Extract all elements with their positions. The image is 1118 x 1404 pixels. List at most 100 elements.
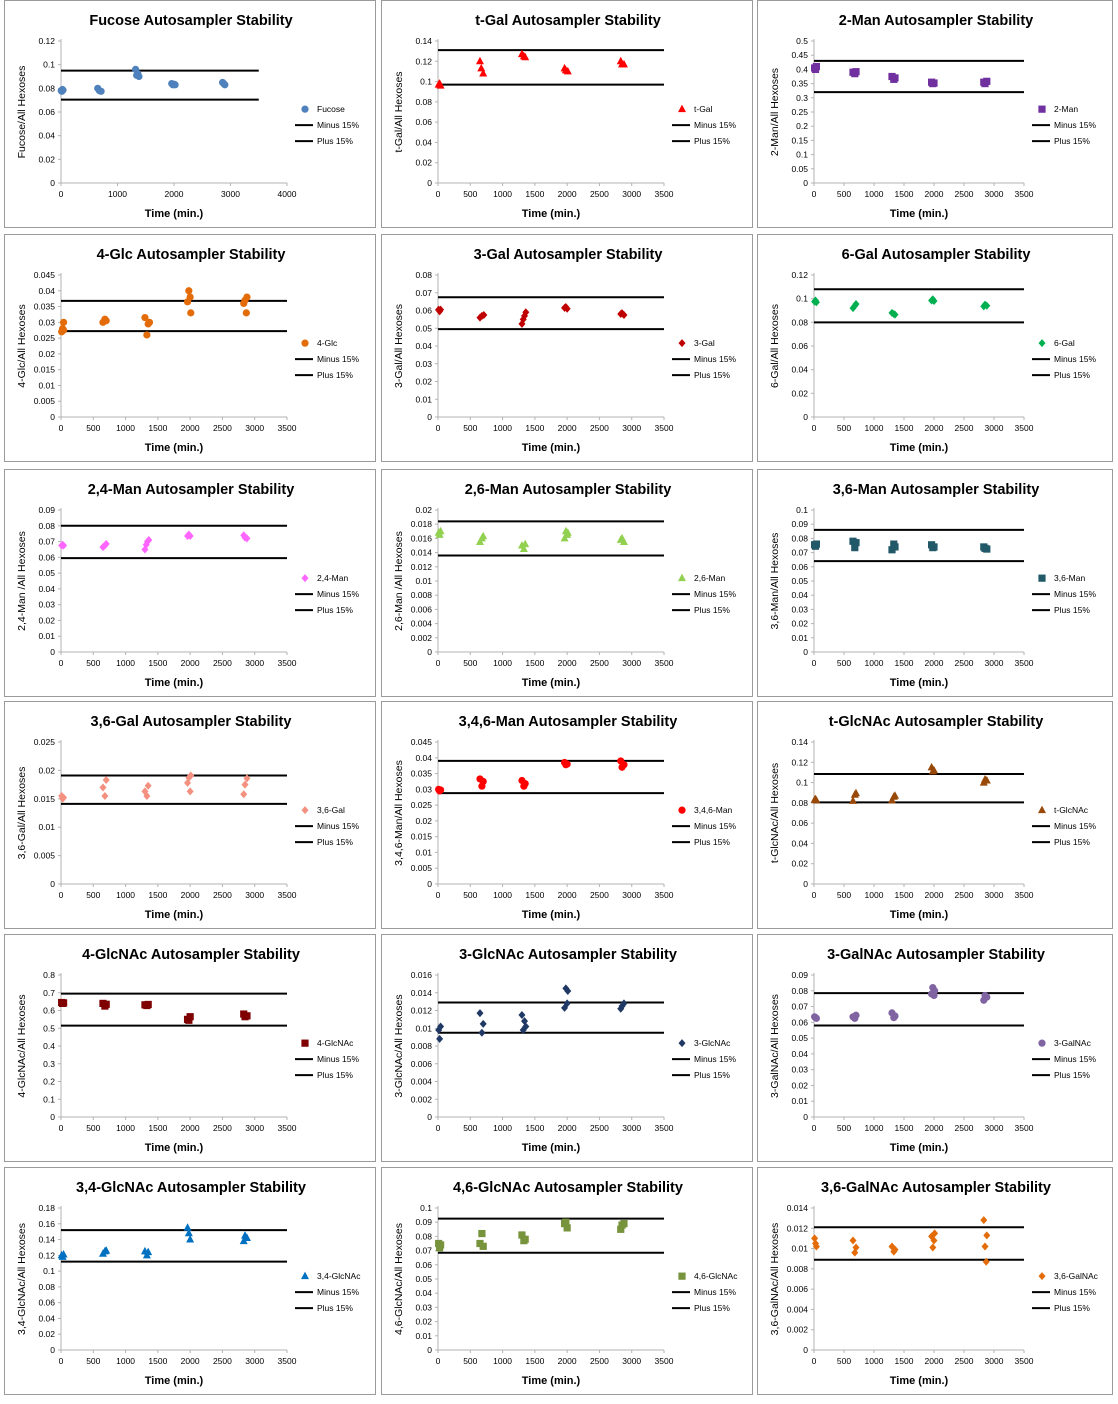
legend-series-label: 2,4-Man [317,573,348,583]
x-axis-label: Time (min.) [890,1375,949,1387]
y-tick-label: 0.03 [415,1302,432,1312]
y-tick-label: 0.01 [38,631,55,641]
data-point [980,1216,988,1225]
chart-title: 2,6-Man Autosampler Stability [465,482,672,498]
y-tick-label: 0.1 [43,1094,55,1104]
legend-plus-label: Plus 15% [317,1070,353,1080]
x-tick-label: 500 [86,1123,100,1133]
legend-minus-label: Minus 15% [317,354,359,364]
chart-title: 4-GlcNAc Autosampler Stability [82,947,300,963]
data-point [521,1235,529,1243]
x-tick-label: 3000 [245,1356,264,1366]
chart-svg: 3,6-GalNAc Autosampler Stability 0 0.002 0.… [769,1180,1099,1387]
x-tick-label: 500 [86,890,100,900]
y-tick-label: 0.015 [34,365,56,375]
x-tick-label: 1500 [148,658,167,668]
chart-panel: 3,4-GlcNAc Autosampler Stability 0 0.02 0.0… [4,1167,376,1395]
y-tick-label: 0.1 [420,77,432,87]
legend-minus-label: Minus 15% [1054,354,1096,364]
chart-svg: 6-Gal Autosampler Stability 0 0.02 0.04 0.06… [769,247,1096,454]
x-axis-label: Time (min.) [145,1375,204,1387]
y-tick-label: 0.01 [38,822,55,832]
y-tick-label: 0.035 [411,769,433,779]
x-tick-label: 1000 [116,890,135,900]
x-tick-label: 2500 [955,423,974,433]
chart-panel: 3,6-Man Autosampler Stability 0 0.01 0.02 0.… [757,469,1113,697]
y-tick-label: 0.2 [796,121,808,131]
chart-title: 2-Man Autosampler Stability [839,13,1033,29]
legend-marker [301,806,309,815]
y-tick-label: 0.04 [415,753,432,763]
chart-panel: 3-GlcNAc Autosampler Stability 0 0.002 0.00… [381,934,753,1162]
x-tick-label: 3500 [278,890,297,900]
data-point [187,309,195,317]
legend-marker [678,573,686,582]
legend-minus-label: Minus 15% [694,589,736,599]
data-point [930,1236,938,1245]
y-axis-label: 2,4-Man /All Hexoses [16,531,28,631]
x-tick-label: 0 [436,423,441,433]
y-tick-label: 0.08 [38,83,55,93]
y-tick-label: 0 [803,879,808,889]
x-tick-label: 3000 [985,189,1004,199]
y-tick-label: 0.02 [38,1329,55,1339]
chart-svg: 2,4-Man Autosampler Stability 0 0.01 0.02 0.… [16,482,359,689]
y-tick-label: 0 [50,178,55,188]
x-tick-label: 0 [436,890,441,900]
x-tick-label: 3000 [622,890,641,900]
y-tick-label: 0.02 [791,1080,808,1090]
x-tick-label: 2000 [925,189,944,199]
y-tick-label: 0.04 [791,1049,808,1059]
legend-marker [678,1272,686,1280]
y-tick-label: 0.004 [411,1077,433,1087]
legend-minus-label: Minus 15% [1054,120,1096,130]
data-point [849,796,857,804]
legend-minus-label: Minus 15% [694,120,736,130]
x-tick-label: 2500 [213,890,232,900]
x-tick-label: 2000 [558,423,577,433]
data-point [891,543,899,551]
data-point [812,298,820,307]
data-point [852,68,860,76]
data-point [102,1246,111,1254]
legend-marker [678,806,686,814]
y-tick-label: 0.25 [791,107,808,117]
data-point [617,1004,625,1013]
y-tick-label: 0.01 [415,1023,432,1033]
y-tick-label: 0.06 [791,341,808,351]
chart-svg: 3-Gal Autosampler Stability 0 0.01 0.02 0.03… [393,247,736,454]
data-point [144,1000,152,1009]
data-point [891,74,899,82]
y-tick-label: 0.12 [38,1250,55,1260]
x-tick-label: 2500 [955,1356,974,1366]
x-tick-label: 1000 [865,1356,884,1366]
legend-plus-label: Plus 15% [317,837,353,847]
y-tick-label: 0.03 [38,317,55,327]
legend-minus-label: Minus 15% [317,1287,359,1297]
y-tick-label: 0.06 [791,1017,808,1027]
chart-title: 3,4,6-Man Autosampler Stability [459,714,678,730]
chart-svg: t-Gal Autosampler Stability 0 0.02 0.04 0.06… [393,13,736,220]
data-point [518,1231,526,1239]
y-tick-label: 0.06 [38,107,55,117]
x-tick-label: 0 [59,1123,64,1133]
y-tick-label: 0.09 [415,1217,432,1227]
y-axis-label: 3-GalNAc/All Hexoses [769,994,781,1098]
legend-minus-label: Minus 15% [1054,589,1096,599]
data-point [851,1248,859,1257]
y-tick-label: 0.14 [415,36,432,46]
x-axis-label: Time (min.) [145,1142,204,1154]
data-point [59,999,68,1007]
y-tick-label: 0.12 [791,757,808,767]
y-tick-label: 0.04 [38,1313,55,1323]
chart-title: 3,6-Man Autosampler Stability [833,482,1040,498]
x-tick-label: 2500 [590,1356,609,1366]
legend-series-label: 3,4-GlcNAc [317,1271,361,1281]
legend-series-label: 3-GalNAc [1054,1038,1092,1048]
data-point [521,52,530,61]
data-point [521,1017,529,1026]
y-tick-label: 0.012 [411,562,433,572]
y-tick-label: 0.16 [38,1219,55,1229]
x-tick-label: 2500 [213,423,232,433]
legend-minus-label: Minus 15% [317,1054,359,1064]
